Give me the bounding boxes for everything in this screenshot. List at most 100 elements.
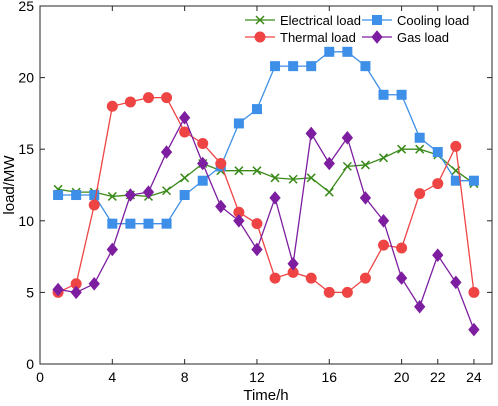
data-point	[432, 178, 444, 190]
data-point	[124, 96, 136, 108]
data-point	[378, 239, 390, 251]
legend: Electrical load Cooling load Thermal load G…	[245, 13, 469, 45]
data-point	[432, 147, 443, 158]
data-point	[251, 104, 262, 115]
data-point	[288, 174, 298, 184]
data-point	[178, 110, 191, 125]
y-tick-label: 20	[18, 70, 34, 86]
data-point	[143, 218, 154, 229]
data-point	[414, 299, 426, 314]
data-point	[124, 188, 137, 202]
data-point	[88, 199, 100, 211]
data-point	[450, 140, 462, 152]
data-point	[125, 218, 136, 229]
data-point	[306, 61, 317, 72]
data-point	[89, 190, 100, 201]
data-point	[142, 185, 155, 199]
data-point	[53, 190, 64, 201]
data-point	[287, 256, 299, 271]
data-point	[269, 191, 281, 205]
data-point	[252, 166, 262, 176]
data-point	[414, 132, 425, 143]
data-point	[251, 218, 263, 230]
x-tick-label: 0	[36, 369, 44, 385]
series-line	[57, 116, 475, 330]
legend-marker	[372, 15, 382, 25]
data-point	[397, 144, 407, 154]
series-thermal-load	[52, 92, 480, 298]
data-point	[324, 46, 335, 57]
data-point	[215, 158, 227, 170]
legend-marker	[255, 15, 265, 25]
x-tick-label: 12	[249, 369, 265, 385]
series-cooling-load	[53, 46, 479, 229]
data-point	[377, 214, 390, 228]
data-point	[360, 61, 371, 72]
legend-item: Thermal load	[245, 30, 356, 45]
x-tick-label: 4	[108, 369, 116, 385]
data-point	[180, 173, 190, 183]
x-tick-label: 16	[321, 369, 337, 385]
data-point	[269, 272, 281, 284]
data-point	[306, 173, 316, 183]
data-point	[106, 100, 118, 112]
data-point	[288, 61, 299, 72]
data-point	[324, 187, 334, 197]
data-point	[161, 218, 172, 229]
data-point	[197, 175, 208, 186]
data-point	[197, 156, 209, 171]
data-point	[107, 191, 117, 201]
data-point	[162, 186, 172, 196]
data-point	[270, 61, 281, 72]
data-point	[396, 89, 407, 100]
data-point	[396, 242, 408, 254]
legend-item: Electrical load	[245, 13, 361, 28]
data-point	[233, 118, 244, 129]
data-point	[341, 286, 353, 298]
legend-label: Cooling load	[397, 13, 469, 28]
y-tick-label: 15	[18, 141, 34, 157]
data-point	[468, 175, 479, 186]
data-point	[160, 145, 173, 159]
data-point	[270, 173, 280, 183]
data-point	[359, 272, 371, 284]
data-point	[179, 126, 191, 138]
data-point	[450, 275, 462, 290]
data-point	[360, 160, 370, 170]
x-axis-label: Time/h	[243, 387, 288, 404]
data-point	[342, 46, 353, 57]
data-point	[378, 153, 389, 163]
data-point	[161, 92, 173, 104]
plot-area	[39, 5, 493, 365]
y-tick-label: 10	[18, 213, 34, 229]
legend-marker	[371, 30, 383, 44]
data-point	[233, 214, 245, 228]
data-point	[359, 191, 372, 205]
data-point	[52, 282, 64, 297]
data-point	[341, 130, 354, 145]
data-point	[432, 248, 444, 262]
data-point	[179, 190, 190, 201]
data-point	[234, 166, 244, 176]
data-point	[71, 190, 82, 201]
data-point	[342, 161, 352, 171]
y-tick-label: 25	[18, 0, 34, 14]
x-tick-label: 20	[394, 369, 410, 385]
legend-item: Cooling load	[362, 13, 469, 28]
data-point	[414, 188, 426, 200]
legend-item: Gas load	[362, 30, 449, 45]
data-point	[107, 218, 118, 229]
y-axis-label: load/MW	[1, 155, 18, 215]
x-tick-label: 24	[466, 369, 482, 385]
data-point	[88, 277, 100, 291]
data-point	[450, 175, 461, 186]
data-point	[378, 89, 389, 100]
data-point	[323, 156, 335, 171]
data-point	[305, 272, 317, 284]
series-gas-load	[52, 110, 480, 337]
data-point	[142, 92, 154, 104]
axis-ticks: 0 4 8 12 16 20 22 24 0 5 10 15 20 25	[18, 0, 492, 385]
data-point	[323, 286, 335, 298]
data-point	[468, 322, 480, 337]
